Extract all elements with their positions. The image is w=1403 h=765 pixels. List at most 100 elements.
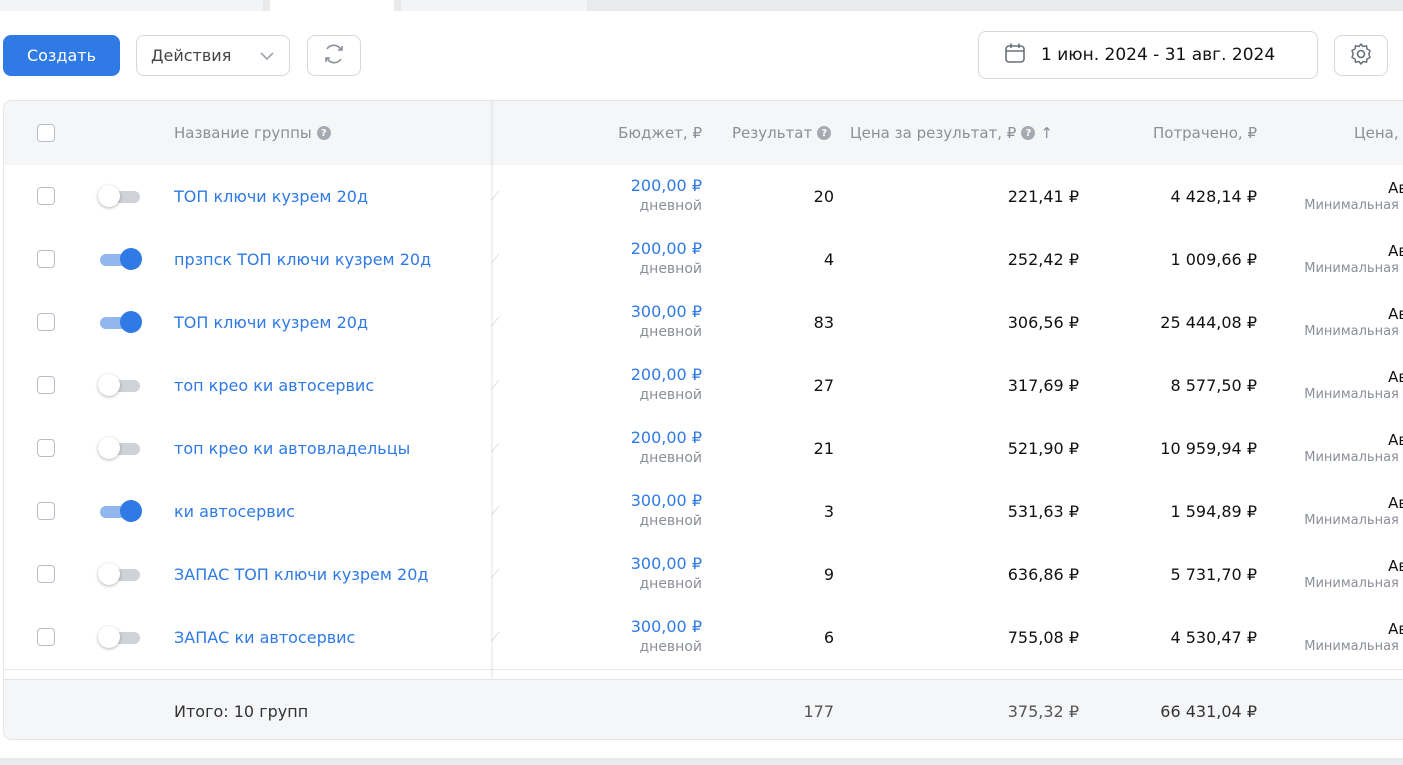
bid-strategy: Авт [1388, 494, 1403, 512]
calendar-icon [1003, 41, 1027, 70]
magic-wand-icon[interactable]: ⟋ [491, 378, 500, 392]
magic-wand-icon[interactable]: ⟋ [491, 315, 500, 329]
refresh-button[interactable] [307, 35, 361, 76]
group-toggle[interactable] [98, 626, 142, 648]
footer-total-label: Итого: 10 групп [174, 701, 309, 721]
magic-wand-icon[interactable]: ⟋ [491, 567, 500, 581]
group-toggle[interactable] [98, 374, 142, 396]
toggle-knob [120, 248, 142, 270]
group-toggle[interactable] [98, 500, 142, 522]
budget-amount[interactable]: 200,00 ₽ [630, 239, 702, 258]
budget-cell[interactable]: 200,00 ₽ дневной [602, 239, 702, 279]
row-checkbox[interactable] [37, 502, 55, 520]
table-row[interactable]: топ крео ки автосервис ⟋ 200,00 ₽ дневной 27… [4, 354, 1403, 418]
row-checkbox[interactable] [37, 628, 55, 646]
settings-button[interactable] [1334, 35, 1388, 76]
header-budget[interactable]: Бюджет, ₽ [584, 101, 702, 165]
table-row[interactable]: ТОП ключи кузрем 20д ⟋ 200,00 ₽ дневной 20 22… [4, 165, 1403, 229]
group-name-link[interactable]: ТОП ключи кузрем 20д [174, 313, 368, 332]
group-name-link[interactable]: прзпск ТОП ключи кузрем 20д [174, 250, 432, 269]
budget-cell[interactable]: 300,00 ₽ дневной [602, 617, 702, 657]
magic-wand-icon[interactable]: ⟋ [491, 252, 500, 266]
header-spent[interactable]: Потрачено, ₽ [1124, 101, 1257, 165]
row-checkbox[interactable] [37, 250, 55, 268]
budget-amount[interactable]: 200,00 ₽ [630, 365, 702, 384]
tab-2-active[interactable] [270, 0, 394, 11]
budget-amount[interactable]: 200,00 ₽ [630, 176, 702, 195]
result-value: 21 [813, 439, 834, 458]
header-name[interactable]: Название группы ? [174, 101, 331, 165]
group-toggle[interactable] [98, 563, 142, 585]
help-icon[interactable]: ? [817, 126, 832, 140]
bottom-scrollbar[interactable] [0, 758, 1403, 765]
select-all-checkbox[interactable] [37, 124, 55, 142]
bid-cell: АвтМинимальная ц. [1276, 620, 1403, 656]
tab-1[interactable] [0, 0, 263, 11]
group-name-link[interactable]: топ крео ки автовладельцы [174, 439, 411, 458]
help-icon[interactable]: ? [1021, 126, 1036, 140]
table-row[interactable]: ЗАПАС ТОП ключи кузрем 20д ⟋ 300,00 ₽ дневн… [4, 543, 1403, 607]
magic-wand-icon[interactable]: ⟋ [491, 504, 500, 518]
budget-amount[interactable]: 300,00 ₽ [630, 302, 702, 321]
tab-3[interactable] [401, 0, 587, 11]
result-value: 83 [813, 313, 834, 332]
budget-amount[interactable]: 200,00 ₽ [630, 428, 702, 447]
header-spent-label: Потрачено, ₽ [1152, 124, 1257, 142]
spent-value: 4 530,47 ₽ [1170, 628, 1257, 647]
header-price-per-result[interactable]: Цена за результат, ₽ ? ↑ [850, 101, 1053, 165]
budget-cell[interactable]: 300,00 ₽ дневной [602, 554, 702, 594]
group-toggle[interactable] [98, 248, 142, 270]
create-button-label: Создать [26, 46, 97, 65]
magic-wand-icon[interactable]: ⟋ [491, 441, 500, 455]
budget-amount[interactable]: 300,00 ₽ [630, 491, 702, 510]
budget-period: дневной [639, 324, 702, 340]
price-per-result-value: 636,86 ₽ [1007, 565, 1079, 584]
table-row[interactable]: ЗАПАС ки автосервис ⟋ 300,00 ₽ дневной 6 755,… [4, 606, 1403, 670]
gear-icon [1348, 41, 1374, 71]
group-toggle[interactable] [98, 437, 142, 459]
budget-amount[interactable]: 300,00 ₽ [630, 554, 702, 573]
table-row[interactable]: прзпск ТОП ключи кузрем 20д ⟋ 200,00 ₽ днев… [4, 228, 1403, 292]
budget-period: дневной [639, 198, 702, 214]
spent-value: 25 444,08 ₽ [1160, 313, 1257, 332]
table-row[interactable]: ТОП ключи кузрем 20д ⟋ 300,00 ₽ дневной 83 30… [4, 291, 1403, 355]
create-button[interactable]: Создать [3, 35, 120, 76]
table-row[interactable]: ки автосервис ⟋ 300,00 ₽ дневной 3 531,63 ₽ 1 … [4, 480, 1403, 544]
group-name-link[interactable]: топ крео ки автосервис [174, 376, 375, 395]
budget-cell[interactable]: 300,00 ₽ дневной [602, 302, 702, 342]
group-name-link[interactable]: ЗАПАС ТОП ключи кузрем 20д [174, 565, 429, 584]
result-value: 27 [813, 376, 834, 395]
frozen-column-shadow [491, 101, 494, 739]
price-per-result-value: 221,41 ₽ [1007, 187, 1079, 206]
budget-amount[interactable]: 300,00 ₽ [630, 617, 702, 636]
budget-cell[interactable]: 200,00 ₽ дневной [602, 176, 702, 216]
table-row[interactable]: топ крео ки автовладельцы ⟋ 200,00 ₽ дневно… [4, 417, 1403, 481]
row-checkbox[interactable] [37, 565, 55, 583]
bid-cell: АвтМинимальная ц. [1276, 368, 1403, 404]
header-price[interactable]: Цена, [1354, 101, 1399, 165]
row-checkbox[interactable] [37, 439, 55, 457]
bid-strategy: Авт [1388, 179, 1403, 197]
table-header: Название группы ? Бюджет, ₽ Результат ? … [4, 101, 1403, 166]
toggle-knob [98, 563, 120, 585]
group-toggle[interactable] [98, 185, 142, 207]
bid-cell: АвтМинимальная ц. [1276, 179, 1403, 215]
result-value: 20 [813, 187, 834, 206]
date-range-picker[interactable]: 1 июн. 2024 - 31 авг. 2024 [978, 31, 1318, 79]
group-name-link[interactable]: ТОП ключи кузрем 20д [174, 187, 368, 206]
help-icon[interactable]: ? [316, 126, 331, 140]
row-checkbox[interactable] [37, 376, 55, 394]
header-result[interactable]: Результат ? [732, 101, 832, 165]
group-toggle[interactable] [98, 311, 142, 333]
budget-cell[interactable]: 300,00 ₽ дневной [602, 491, 702, 531]
magic-wand-icon[interactable]: ⟋ [491, 189, 500, 203]
row-checkbox[interactable] [37, 187, 55, 205]
magic-wand-icon[interactable]: ⟋ [491, 630, 500, 644]
toggle-knob [98, 437, 120, 459]
budget-cell[interactable]: 200,00 ₽ дневной [602, 365, 702, 405]
group-name-link[interactable]: ки автосервис [174, 502, 295, 521]
row-checkbox[interactable] [37, 313, 55, 331]
actions-dropdown[interactable]: Действия [136, 35, 290, 76]
budget-cell[interactable]: 200,00 ₽ дневной [602, 428, 702, 468]
group-name-link[interactable]: ЗАПАС ки автосервис [174, 628, 356, 647]
